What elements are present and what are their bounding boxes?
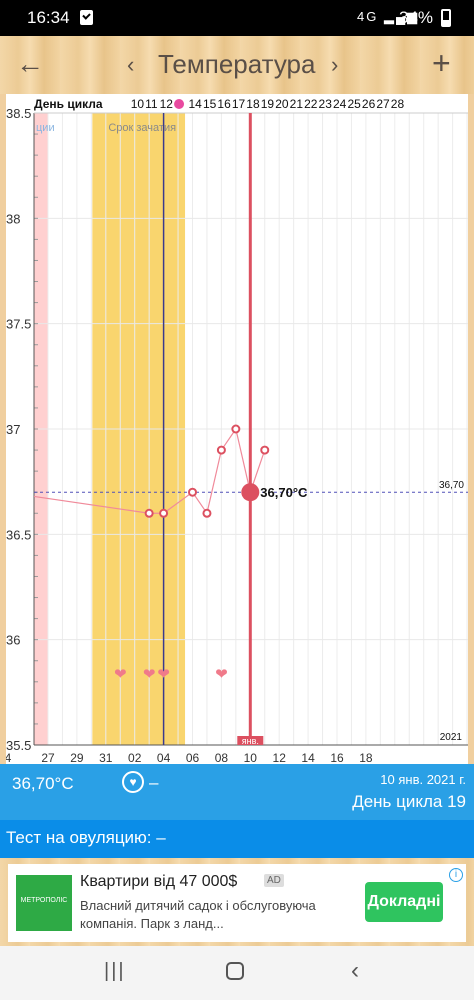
system-nav-bar: ||| ‹ [0, 946, 474, 1000]
cycle-day-label: 21 [290, 97, 304, 111]
x-tick-label: 31 [99, 751, 113, 764]
cycle-day-label: 28 [391, 97, 405, 111]
series-line [149, 427, 266, 515]
temperature-chart[interactable]: 38.5 38 37.5 37 36.5 36 35.5 День цикла 10 11 12 14… [0, 94, 474, 764]
ad-badge: AD [264, 874, 284, 887]
intercourse-heart-icon: ❤ [157, 665, 170, 683]
chevron-right-icon[interactable]: › [331, 52, 339, 77]
chevron-left-icon[interactable]: ‹ [127, 52, 135, 77]
intercourse-heart-icon: ❤ [114, 665, 127, 683]
cycle-header-label: День цикла [34, 97, 103, 111]
cycle-day-label: 26 [362, 97, 376, 111]
ad-card[interactable]: МЕТРОПОЛІС Квартири від 47 000$ AD Власн… [8, 864, 466, 942]
cycle-day-label: 20 [275, 97, 289, 111]
notification-icon [80, 10, 93, 25]
x-tick-label: 27 [41, 751, 55, 764]
x-tick-label: 18 [359, 751, 373, 764]
x-tick-label: 29 [70, 751, 84, 764]
x-tick-label: 10 [244, 751, 258, 764]
home-icon[interactable] [226, 962, 244, 980]
battery-icon [441, 9, 451, 27]
x-tick-label: 16 [330, 751, 344, 764]
x-tick-label: 08 [215, 751, 229, 764]
signal-icon: 4G ▂▄▆ [357, 9, 420, 24]
x-tick-label: 12 [273, 751, 287, 764]
status-bar: 16:34 4G ▂▄▆ 34% [0, 0, 474, 36]
add-icon[interactable]: + [432, 45, 451, 81]
month-marker: янв. [242, 736, 259, 746]
cycle-day-label: 23 [319, 97, 333, 111]
intercourse-heart-icon: ❤ [215, 665, 228, 683]
cycle-day-label: 27 [376, 97, 390, 111]
y-tick-label: 38 [6, 211, 20, 226]
x-tick-label: 06 [186, 751, 200, 764]
cycle-day: День цикла 19 [352, 792, 466, 811]
fertile-band-label: Срок зачатия [108, 122, 176, 134]
reference-label: 36,70 [439, 480, 464, 491]
cycle-day-label: 17 [232, 97, 246, 111]
x-tick-label: 02 [128, 751, 142, 764]
ovulation-test-bar[interactable]: Тест на овуляцию: – [0, 820, 474, 858]
x-tick-label: 24 [6, 751, 12, 764]
cycle-day-label: 16 [217, 97, 231, 111]
selected-temperature: 36,70°C [12, 774, 74, 793]
x-tick-label: 14 [301, 751, 315, 764]
ad-banner: МЕТРОПОЛІС Квартири від 47 000$ AD Власн… [0, 858, 474, 946]
cycle-day-label: 19 [261, 97, 275, 111]
recent-apps-icon[interactable]: ||| [104, 960, 126, 982]
data-point [260, 445, 270, 455]
y-tick-label: 37.5 [6, 317, 31, 332]
cycle-day-label: 15 [203, 97, 217, 111]
cycle-day-label: 18 [246, 97, 260, 111]
data-point [188, 487, 197, 497]
back-nav-icon[interactable]: ‹ [351, 957, 359, 984]
ad-cta-button[interactable]: Докладні [365, 882, 443, 922]
ad-headline: Квартири від 47 000$ [80, 873, 238, 890]
series-line-lead [33, 495, 150, 514]
ad-body: Власний дитячий садок і обслуговуюча ком… [80, 898, 316, 931]
intercourse-value: – [149, 773, 159, 792]
cycle-day-label: 14 [189, 97, 203, 111]
ad-logo: МЕТРОПОЛІС [16, 875, 72, 931]
cycle-day-label: 12 [160, 97, 174, 111]
back-arrow-icon[interactable]: ← [16, 48, 44, 79]
month-marker-bg [237, 736, 264, 745]
selected-point-label: 36,70°C [260, 485, 308, 500]
cycle-day-label: 10 [131, 97, 145, 111]
page-title: Температура [158, 49, 316, 79]
x-tick-label: 04 [157, 751, 171, 764]
cycle-day-label: 11 [145, 97, 158, 111]
battery-percent: 34% [399, 8, 434, 27]
y-tick-label: 37 [6, 422, 20, 437]
y-tick-label: 36 [6, 633, 20, 648]
cycle-day-label: 24 [333, 97, 347, 111]
y-tick-label: 35.5 [6, 738, 31, 753]
data-point [144, 508, 154, 518]
y-tick-label: 38.5 [6, 106, 31, 121]
cycle-day-label: 22 [304, 97, 318, 111]
data-point [216, 445, 226, 455]
data-point [231, 424, 241, 434]
intercourse-heart-icon: ❤ [143, 665, 156, 683]
cycle-header-bg [34, 94, 468, 113]
data-point [159, 508, 169, 518]
info-bar: 36,70°C ♥ – 10 янв. 2021 г. День цикла 1… [0, 764, 474, 820]
data-point [202, 508, 212, 518]
y-tick-label: 36.5 [6, 527, 31, 542]
heart-icon[interactable]: ♥ [122, 771, 144, 793]
selected-date: 10 янв. 2021 г. [380, 772, 466, 787]
ovulation-test-label: Тест на овуляцию: – [6, 828, 166, 847]
period-band-label: ции [36, 122, 55, 134]
cycle-day-label: 25 [347, 97, 361, 111]
year-label: 2021 [440, 732, 463, 743]
status-time: 16:34 [27, 8, 70, 27]
ovulation-dot-icon [174, 99, 185, 109]
info-icon[interactable]: i [449, 868, 463, 882]
selected-point [241, 483, 260, 502]
toolbar: ← ‹ Температура › + [0, 36, 474, 94]
